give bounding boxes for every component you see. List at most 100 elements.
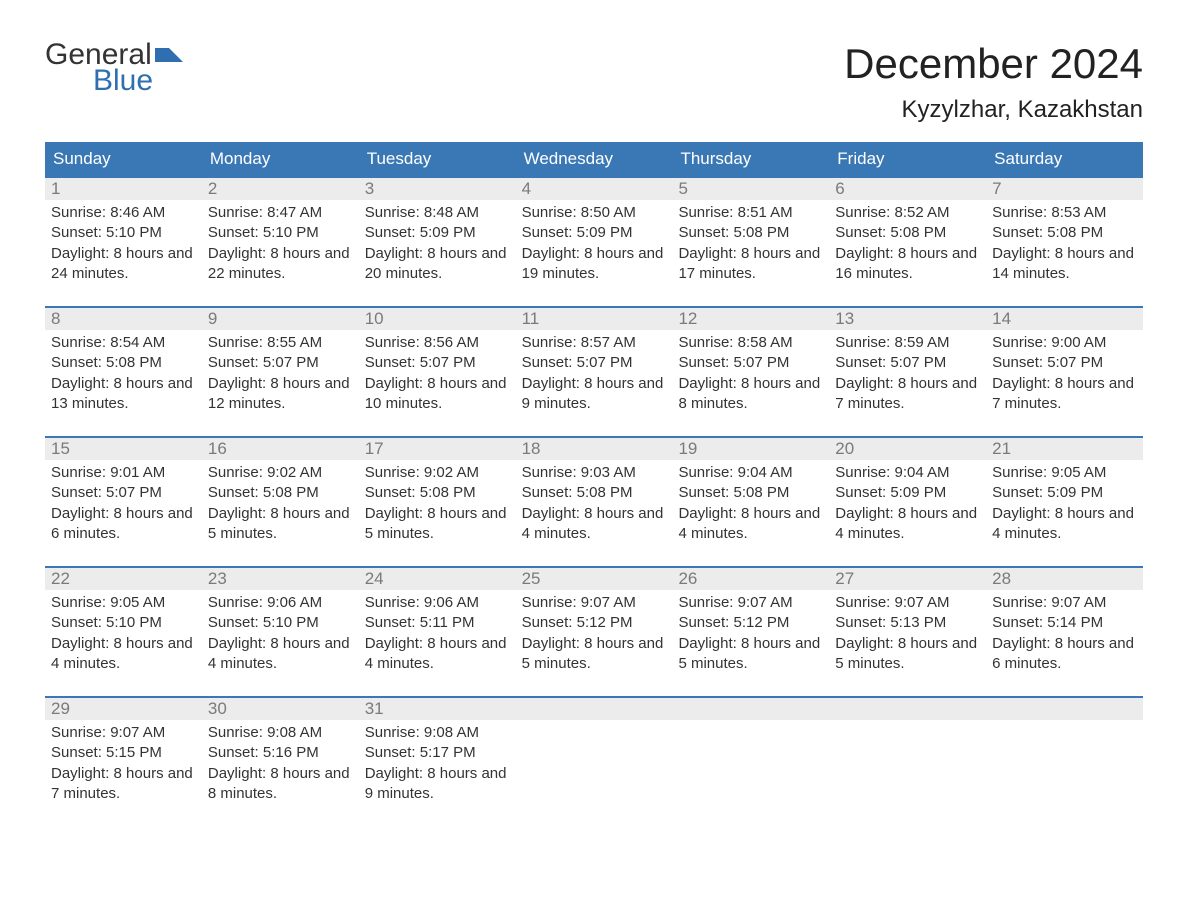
sunset-label: Sunset: bbox=[208, 224, 263, 241]
sunset-line: Sunset: 5:09 PM bbox=[522, 223, 667, 243]
sunrise-value: 9:07 AM bbox=[581, 594, 636, 611]
sunset-line: Sunset: 5:08 PM bbox=[365, 483, 510, 503]
day-cell: 16Sunrise: 9:02 AMSunset: 5:08 PMDayligh… bbox=[202, 438, 359, 550]
sunset-label: Sunset: bbox=[365, 744, 420, 761]
day-body: Sunrise: 8:59 AMSunset: 5:07 PMDaylight:… bbox=[829, 330, 986, 414]
sunrise-label: Sunrise: bbox=[51, 724, 110, 741]
day-cell: 19Sunrise: 9:04 AMSunset: 5:08 PMDayligh… bbox=[672, 438, 829, 550]
logo-text-bottom: Blue bbox=[93, 66, 183, 96]
sunset-value: 5:11 PM bbox=[420, 614, 475, 631]
sunrise-label: Sunrise: bbox=[522, 334, 581, 351]
sunrise-line: Sunrise: 8:50 AM bbox=[522, 203, 667, 223]
day-number: 21 bbox=[986, 438, 1143, 460]
sunrise-value: 8:57 AM bbox=[581, 334, 636, 351]
day-cell: 18Sunrise: 9:03 AMSunset: 5:08 PMDayligh… bbox=[516, 438, 673, 550]
sunset-label: Sunset: bbox=[678, 484, 733, 501]
sunrise-line: Sunrise: 8:46 AM bbox=[51, 203, 196, 223]
sunset-value: 5:17 PM bbox=[420, 744, 476, 761]
day-cell: 20Sunrise: 9:04 AMSunset: 5:09 PMDayligh… bbox=[829, 438, 986, 550]
day-number: 3 bbox=[359, 178, 516, 200]
daylight-line: Daylight: 8 hours and 5 minutes. bbox=[678, 634, 823, 675]
sunset-label: Sunset: bbox=[992, 224, 1047, 241]
sunrise-line: Sunrise: 8:51 AM bbox=[678, 203, 823, 223]
day-body: Sunrise: 8:52 AMSunset: 5:08 PMDaylight:… bbox=[829, 200, 986, 284]
sunset-value: 5:16 PM bbox=[263, 744, 319, 761]
day-body: Sunrise: 9:02 AMSunset: 5:08 PMDaylight:… bbox=[359, 460, 516, 544]
sunset-value: 5:10 PM bbox=[263, 224, 319, 241]
sunset-line: Sunset: 5:10 PM bbox=[208, 223, 353, 243]
sunset-value: 5:10 PM bbox=[106, 224, 162, 241]
day-cell: 15Sunrise: 9:01 AMSunset: 5:07 PMDayligh… bbox=[45, 438, 202, 550]
sunrise-label: Sunrise: bbox=[208, 594, 267, 611]
sunrise-value: 9:01 AM bbox=[110, 464, 165, 481]
sunrise-value: 8:50 AM bbox=[581, 204, 636, 221]
day-cell: 27Sunrise: 9:07 AMSunset: 5:13 PMDayligh… bbox=[829, 568, 986, 680]
day-cell: 24Sunrise: 9:06 AMSunset: 5:11 PMDayligh… bbox=[359, 568, 516, 680]
daylight-line: Daylight: 8 hours and 5 minutes. bbox=[522, 634, 667, 675]
sunrise-label: Sunrise: bbox=[992, 464, 1051, 481]
daylight-line: Daylight: 8 hours and 5 minutes. bbox=[365, 504, 510, 545]
day-number: 18 bbox=[516, 438, 673, 460]
calendar: SundayMondayTuesdayWednesdayThursdayFrid… bbox=[45, 142, 1143, 810]
sunset-value: 5:08 PM bbox=[106, 354, 162, 371]
sunset-value: 5:09 PM bbox=[577, 224, 633, 241]
day-body: Sunrise: 9:05 AMSunset: 5:09 PMDaylight:… bbox=[986, 460, 1143, 544]
day-body: Sunrise: 9:04 AMSunset: 5:08 PMDaylight:… bbox=[672, 460, 829, 544]
daylight-line: Daylight: 8 hours and 7 minutes. bbox=[992, 374, 1137, 415]
day-number: 6 bbox=[829, 178, 986, 200]
day-number: 13 bbox=[829, 308, 986, 330]
sunset-line: Sunset: 5:08 PM bbox=[522, 483, 667, 503]
day-cell: 2Sunrise: 8:47 AMSunset: 5:10 PMDaylight… bbox=[202, 178, 359, 290]
sunrise-value: 9:04 AM bbox=[895, 464, 950, 481]
daylight-label: Daylight: bbox=[835, 505, 898, 522]
sunrise-label: Sunrise: bbox=[522, 464, 581, 481]
daylight-label: Daylight: bbox=[208, 245, 271, 262]
weekday-header-row: SundayMondayTuesdayWednesdayThursdayFrid… bbox=[45, 142, 1143, 176]
sunset-value: 5:07 PM bbox=[577, 354, 633, 371]
sunrise-value: 8:59 AM bbox=[895, 334, 950, 351]
daylight-label: Daylight: bbox=[51, 505, 114, 522]
daylight-label: Daylight: bbox=[992, 245, 1055, 262]
day-cell: 10Sunrise: 8:56 AMSunset: 5:07 PMDayligh… bbox=[359, 308, 516, 420]
day-body: Sunrise: 9:04 AMSunset: 5:09 PMDaylight:… bbox=[829, 460, 986, 544]
day-body: Sunrise: 8:58 AMSunset: 5:07 PMDaylight:… bbox=[672, 330, 829, 414]
day-number: 7 bbox=[986, 178, 1143, 200]
sunrise-label: Sunrise: bbox=[208, 464, 267, 481]
day-number: 2 bbox=[202, 178, 359, 200]
daylight-line: Daylight: 8 hours and 4 minutes. bbox=[365, 634, 510, 675]
day-number: 20 bbox=[829, 438, 986, 460]
sunrise-value: 9:07 AM bbox=[1051, 594, 1106, 611]
daylight-label: Daylight: bbox=[365, 765, 428, 782]
sunset-line: Sunset: 5:07 PM bbox=[678, 353, 823, 373]
sunrise-label: Sunrise: bbox=[678, 464, 737, 481]
sunrise-value: 8:48 AM bbox=[424, 204, 479, 221]
day-number: 17 bbox=[359, 438, 516, 460]
sunrise-label: Sunrise: bbox=[51, 464, 110, 481]
daylight-line: Daylight: 8 hours and 4 minutes. bbox=[522, 504, 667, 545]
sunrise-value: 9:02 AM bbox=[267, 464, 322, 481]
day-cell: 31Sunrise: 9:08 AMSunset: 5:17 PMDayligh… bbox=[359, 698, 516, 810]
month-title: December 2024 bbox=[844, 40, 1143, 88]
sunrise-label: Sunrise: bbox=[365, 464, 424, 481]
sunrise-line: Sunrise: 8:59 AM bbox=[835, 333, 980, 353]
sunset-label: Sunset: bbox=[678, 614, 733, 631]
day-number: 5 bbox=[672, 178, 829, 200]
sunrise-label: Sunrise: bbox=[678, 204, 737, 221]
sunset-line: Sunset: 5:13 PM bbox=[835, 613, 980, 633]
day-body: Sunrise: 9:07 AMSunset: 5:13 PMDaylight:… bbox=[829, 590, 986, 674]
sunset-value: 5:08 PM bbox=[890, 224, 946, 241]
weekday-header: Thursday bbox=[672, 142, 829, 176]
day-body: Sunrise: 8:56 AMSunset: 5:07 PMDaylight:… bbox=[359, 330, 516, 414]
sunset-label: Sunset: bbox=[365, 224, 420, 241]
sunset-label: Sunset: bbox=[522, 614, 577, 631]
week-row: 1Sunrise: 8:46 AMSunset: 5:10 PMDaylight… bbox=[45, 176, 1143, 290]
day-body: Sunrise: 9:06 AMSunset: 5:10 PMDaylight:… bbox=[202, 590, 359, 674]
day-cell: 6Sunrise: 8:52 AMSunset: 5:08 PMDaylight… bbox=[829, 178, 986, 290]
sunrise-value: 9:07 AM bbox=[895, 594, 950, 611]
sunset-label: Sunset: bbox=[51, 354, 106, 371]
sunset-line: Sunset: 5:09 PM bbox=[365, 223, 510, 243]
daylight-label: Daylight: bbox=[365, 245, 428, 262]
sunrise-line: Sunrise: 9:06 AM bbox=[365, 593, 510, 613]
sunrise-value: 9:00 AM bbox=[1051, 334, 1106, 351]
sunset-value: 5:13 PM bbox=[890, 614, 946, 631]
